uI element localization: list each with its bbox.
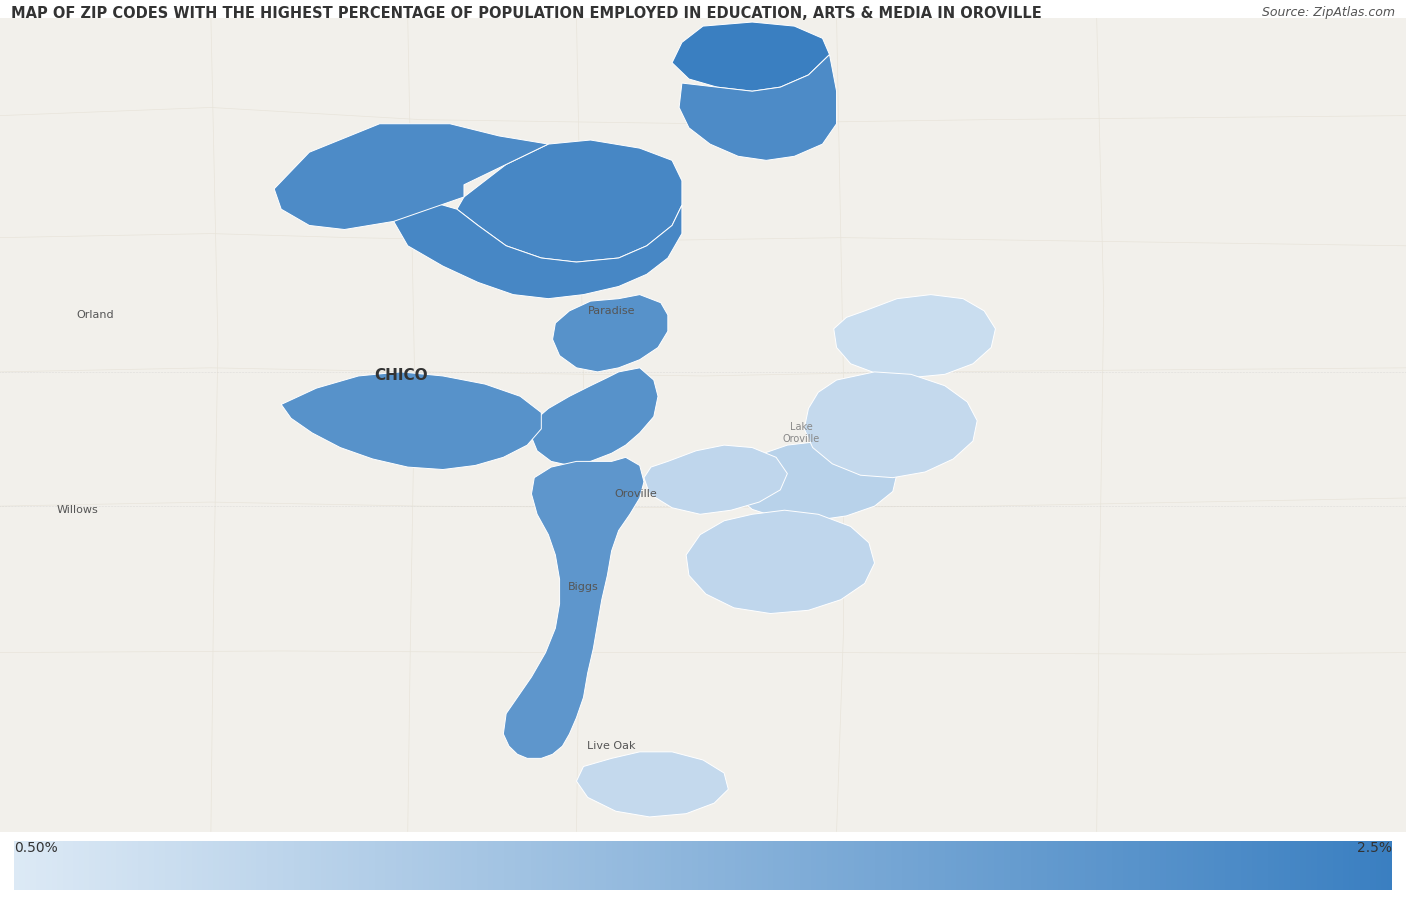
- Polygon shape: [804, 372, 977, 477]
- Polygon shape: [686, 511, 875, 613]
- Text: Orland: Orland: [77, 310, 114, 320]
- Polygon shape: [553, 295, 668, 372]
- Polygon shape: [394, 201, 682, 298]
- Polygon shape: [531, 368, 658, 466]
- Text: MAP OF ZIP CODES WITH THE HIGHEST PERCENTAGE OF POPULATION EMPLOYED IN EDUCATION: MAP OF ZIP CODES WITH THE HIGHEST PERCEN…: [11, 6, 1042, 22]
- Polygon shape: [731, 441, 897, 521]
- Text: Willows: Willows: [56, 505, 98, 515]
- Polygon shape: [834, 295, 995, 378]
- Polygon shape: [679, 55, 837, 160]
- Polygon shape: [281, 372, 541, 469]
- Polygon shape: [274, 124, 548, 229]
- Text: Oroville: Oroville: [614, 489, 657, 499]
- Polygon shape: [672, 22, 830, 91]
- Polygon shape: [576, 752, 728, 817]
- Text: CHICO: CHICO: [374, 369, 427, 384]
- Text: Biggs: Biggs: [568, 583, 599, 592]
- Text: Lake
Oroville: Lake Oroville: [783, 423, 820, 444]
- Text: Paradise: Paradise: [588, 306, 636, 316]
- Text: 2.5%: 2.5%: [1357, 841, 1392, 855]
- Polygon shape: [644, 445, 787, 514]
- Polygon shape: [457, 140, 682, 263]
- Polygon shape: [503, 458, 644, 759]
- Text: Source: ZipAtlas.com: Source: ZipAtlas.com: [1261, 6, 1395, 19]
- Text: Live Oak: Live Oak: [588, 741, 636, 752]
- Text: 0.50%: 0.50%: [14, 841, 58, 855]
